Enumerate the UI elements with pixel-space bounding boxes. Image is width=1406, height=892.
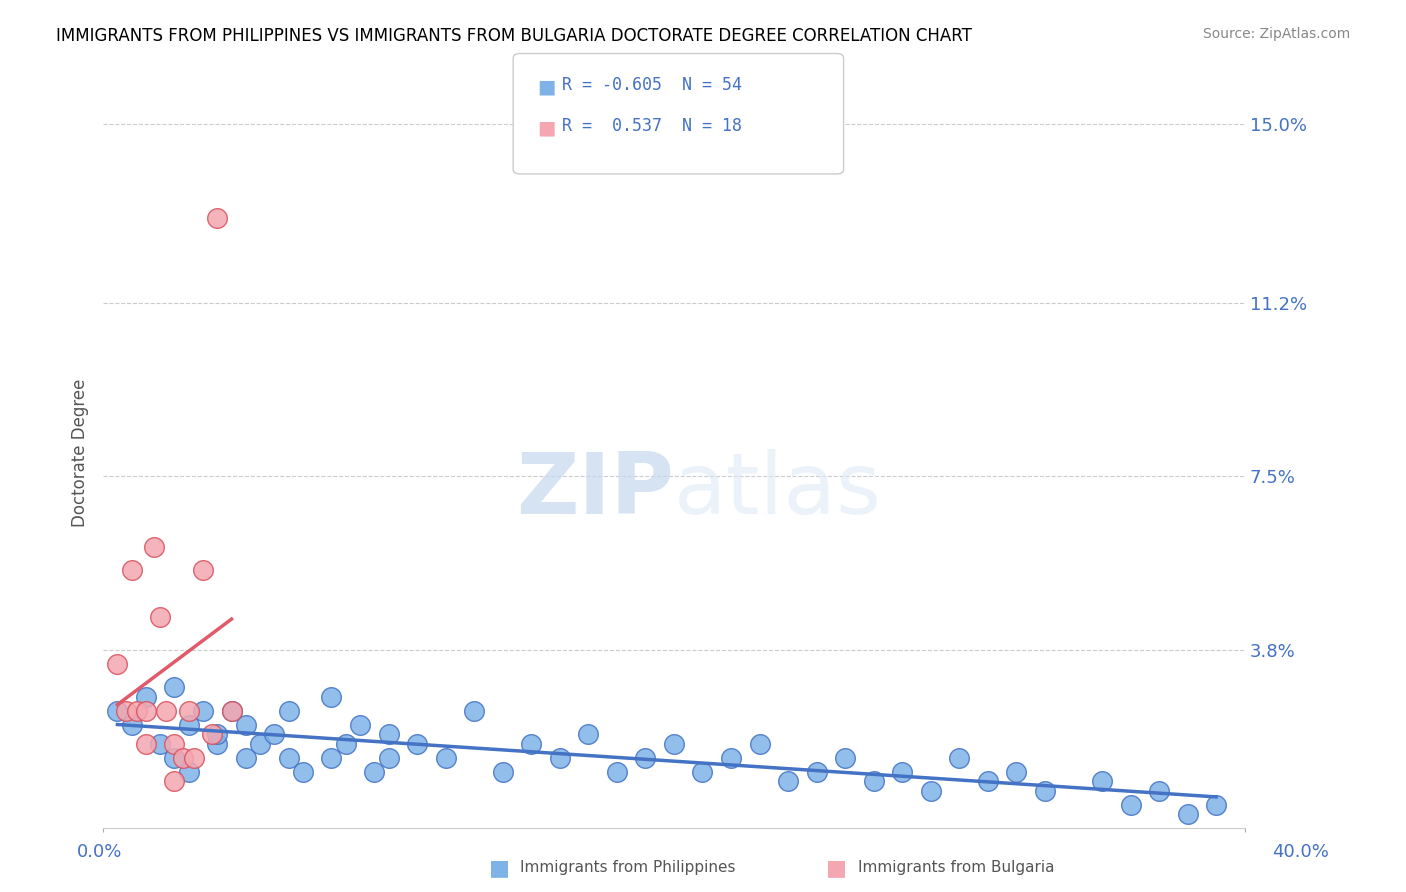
Point bbox=[177, 718, 200, 732]
Text: ■: ■ bbox=[537, 118, 555, 137]
Point bbox=[1147, 783, 1170, 797]
Text: ■: ■ bbox=[489, 858, 509, 878]
Point bbox=[335, 737, 357, 751]
Text: R =  0.537  N = 18: R = 0.537 N = 18 bbox=[562, 117, 742, 135]
Point bbox=[221, 704, 243, 718]
Point bbox=[115, 704, 138, 718]
Point bbox=[748, 737, 770, 751]
Text: Source: ZipAtlas.com: Source: ZipAtlas.com bbox=[1202, 27, 1350, 41]
Point bbox=[634, 751, 657, 765]
Point bbox=[105, 704, 128, 718]
Point bbox=[862, 774, 884, 789]
Text: 40.0%: 40.0% bbox=[1272, 843, 1329, 861]
Point bbox=[321, 751, 343, 765]
Point bbox=[207, 727, 229, 741]
Point bbox=[834, 751, 856, 765]
Point bbox=[1205, 797, 1227, 812]
Point bbox=[662, 737, 685, 751]
Point bbox=[520, 737, 543, 751]
Text: ■: ■ bbox=[827, 858, 846, 878]
Point bbox=[177, 764, 200, 779]
Point bbox=[363, 764, 385, 779]
Point bbox=[155, 704, 177, 718]
Point bbox=[692, 764, 714, 779]
Point bbox=[948, 751, 970, 765]
Point bbox=[200, 727, 222, 741]
Point bbox=[377, 727, 399, 741]
Point bbox=[143, 540, 166, 554]
Point bbox=[149, 737, 172, 751]
Point bbox=[121, 718, 143, 732]
Point bbox=[1005, 764, 1028, 779]
Point bbox=[891, 764, 914, 779]
Point bbox=[221, 704, 243, 718]
Point bbox=[149, 610, 172, 624]
Point bbox=[576, 727, 599, 741]
Point bbox=[492, 764, 515, 779]
Text: Immigrants from Bulgaria: Immigrants from Bulgaria bbox=[858, 861, 1054, 875]
Text: 0.0%: 0.0% bbox=[77, 843, 122, 861]
Point bbox=[135, 737, 157, 751]
Point bbox=[1091, 774, 1114, 789]
Point bbox=[1119, 797, 1142, 812]
Point bbox=[235, 718, 257, 732]
Point bbox=[720, 751, 742, 765]
Point bbox=[548, 751, 571, 765]
Point bbox=[163, 751, 186, 765]
Text: IMMIGRANTS FROM PHILIPPINES VS IMMIGRANTS FROM BULGARIA DOCTORATE DEGREE CORRELA: IMMIGRANTS FROM PHILIPPINES VS IMMIGRANT… bbox=[56, 27, 972, 45]
Point bbox=[207, 737, 229, 751]
Text: R = -0.605  N = 54: R = -0.605 N = 54 bbox=[562, 76, 742, 94]
Point bbox=[127, 704, 149, 718]
Point bbox=[977, 774, 1000, 789]
Point bbox=[606, 764, 628, 779]
Point bbox=[1033, 783, 1056, 797]
Point bbox=[776, 774, 799, 789]
Point bbox=[806, 764, 828, 779]
Text: ZIP: ZIP bbox=[516, 449, 673, 532]
Point bbox=[249, 737, 271, 751]
Point bbox=[377, 751, 399, 765]
Text: Immigrants from Philippines: Immigrants from Philippines bbox=[520, 861, 735, 875]
Point bbox=[207, 211, 229, 226]
Point bbox=[235, 751, 257, 765]
Point bbox=[406, 737, 429, 751]
Point bbox=[291, 764, 314, 779]
Point bbox=[172, 751, 194, 765]
Point bbox=[183, 751, 205, 765]
Point bbox=[191, 704, 214, 718]
Point bbox=[463, 704, 485, 718]
Point bbox=[1177, 807, 1199, 822]
Point bbox=[263, 727, 285, 741]
Text: ■: ■ bbox=[537, 77, 555, 96]
Point bbox=[191, 563, 214, 577]
Point bbox=[349, 718, 371, 732]
Point bbox=[135, 704, 157, 718]
Point bbox=[135, 690, 157, 704]
Point bbox=[434, 751, 457, 765]
Point bbox=[277, 704, 299, 718]
Text: atlas: atlas bbox=[673, 449, 882, 532]
Point bbox=[321, 690, 343, 704]
Point bbox=[163, 737, 186, 751]
Point bbox=[277, 751, 299, 765]
Point bbox=[920, 783, 942, 797]
Point bbox=[177, 704, 200, 718]
Point bbox=[105, 657, 128, 671]
Point bbox=[163, 681, 186, 695]
Point bbox=[163, 774, 186, 789]
Y-axis label: Doctorate Degree: Doctorate Degree bbox=[72, 378, 89, 527]
Point bbox=[121, 563, 143, 577]
